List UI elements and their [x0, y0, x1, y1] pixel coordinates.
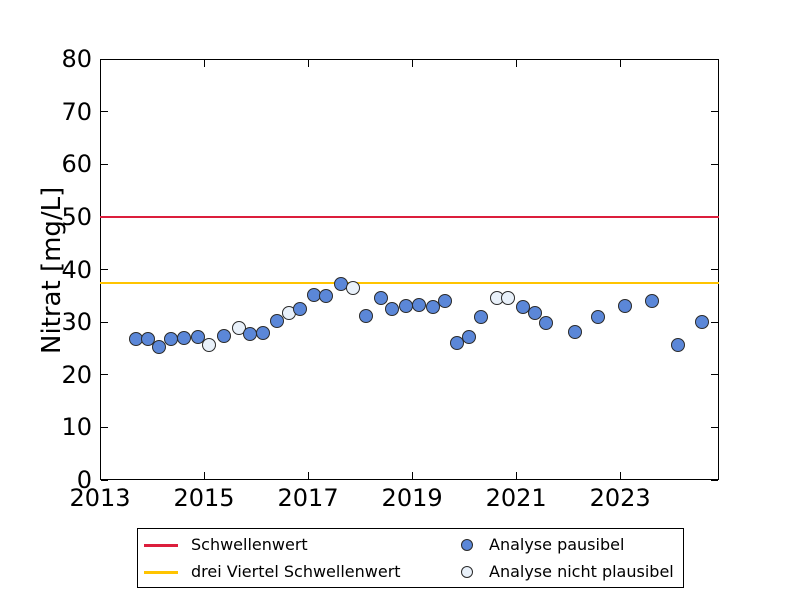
y-tick: [711, 58, 718, 60]
y-tick-label: 80: [61, 45, 92, 73]
data-point: [412, 297, 427, 312]
y-tick: [711, 374, 718, 376]
data-point: [591, 310, 606, 325]
data-point: [474, 309, 489, 324]
legend-marker-swatch: [461, 539, 473, 551]
y-tick: [711, 426, 718, 428]
x-tick: [99, 60, 101, 67]
y-tick: [101, 269, 108, 270]
data-point: [670, 338, 685, 353]
threshold-line-drei-viertel-schwellenwert: [100, 281, 719, 284]
y-tick-label: 60: [61, 150, 92, 179]
x-tick: [411, 60, 413, 67]
legend-line-swatch: [144, 543, 178, 547]
data-point: [539, 315, 554, 330]
data-point: [190, 329, 205, 344]
y-tick: [711, 163, 718, 165]
x-tick-label: 2015: [173, 484, 235, 512]
data-point: [425, 300, 440, 315]
legend-label: Analyse pausibel: [489, 535, 625, 554]
y-tick: [101, 111, 108, 113]
data-point: [216, 328, 231, 343]
data-point: [462, 329, 477, 344]
y-tick: [101, 426, 108, 428]
x-tick: [515, 472, 517, 479]
y-tick: [101, 321, 108, 323]
data-point: [269, 314, 284, 329]
y-tick: [101, 163, 108, 165]
y-tick-label: 10: [61, 413, 92, 442]
y-tick: [711, 479, 718, 481]
y-tick-label: 30: [61, 308, 92, 337]
x-tick: [203, 472, 205, 479]
x-tick: [619, 60, 621, 67]
x-tick-label: 2017: [277, 484, 339, 512]
legend-marker-swatch: [461, 566, 473, 578]
x-tick: [99, 472, 101, 479]
data-point: [358, 309, 373, 324]
data-point: [373, 290, 388, 305]
x-tick: [515, 60, 517, 67]
data-point: [501, 291, 516, 306]
data-point: [255, 325, 270, 340]
data-point: [293, 301, 308, 316]
x-tick: [307, 472, 309, 479]
data-point: [398, 298, 413, 313]
y-tick-label: 50: [61, 202, 92, 231]
plot-area: [100, 59, 719, 480]
x-tick: [411, 472, 413, 479]
y-tick: [711, 111, 718, 113]
x-tick-label: 2019: [381, 484, 443, 512]
data-point: [437, 294, 452, 309]
data-point: [177, 330, 192, 345]
data-point: [151, 339, 166, 354]
x-tick: [307, 60, 309, 67]
legend-label: Schwellenwert: [191, 535, 308, 554]
data-point: [385, 302, 400, 317]
y-tick-label: 20: [61, 360, 92, 389]
data-point: [644, 294, 659, 309]
y-tick-label: 70: [61, 97, 92, 126]
x-tick-label: 2021: [485, 484, 547, 512]
y-tick: [711, 269, 718, 270]
data-point: [242, 326, 257, 341]
data-point: [618, 298, 633, 313]
data-point: [319, 289, 334, 304]
y-tick: [101, 479, 108, 481]
y-tick: [101, 374, 108, 376]
x-tick: [619, 472, 621, 479]
data-point: [694, 315, 709, 330]
y-tick: [101, 58, 108, 60]
legend-label: Analyse nicht plausibel: [489, 562, 674, 581]
legend: Schwellenwert drei Viertel Schwellenwert A…: [137, 528, 684, 588]
x-tick: [203, 60, 205, 67]
data-point: [527, 306, 542, 321]
data-point: [141, 331, 156, 346]
data-point: [346, 280, 361, 295]
y-tick: [711, 321, 718, 323]
y-tick-label: 0: [76, 466, 92, 494]
legend-line-swatch: [144, 570, 178, 574]
data-point: [567, 324, 582, 339]
threshold-line-schwellenwert: [100, 215, 719, 218]
data-point: [202, 337, 217, 352]
y-tick-label: 40: [61, 255, 92, 284]
legend-label: drei Viertel Schwellenwert: [191, 562, 401, 581]
data-point: [449, 336, 464, 351]
x-tick-label: 2023: [589, 484, 651, 512]
x-tick-label: 2013: [69, 484, 131, 512]
